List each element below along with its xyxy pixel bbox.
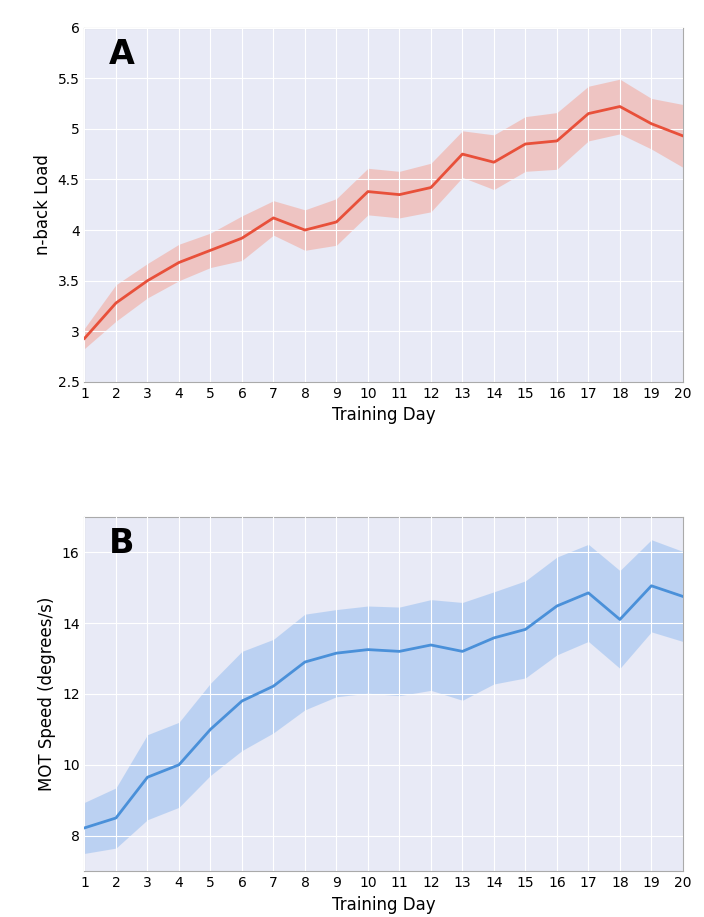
Y-axis label: n-back Load: n-back Load [34, 154, 52, 255]
X-axis label: Training Day: Training Day [332, 406, 436, 425]
Text: A: A [108, 39, 134, 72]
Y-axis label: MOT Speed (degrees/s): MOT Speed (degrees/s) [38, 597, 56, 791]
Text: B: B [108, 527, 134, 560]
X-axis label: Training Day: Training Day [332, 896, 436, 913]
